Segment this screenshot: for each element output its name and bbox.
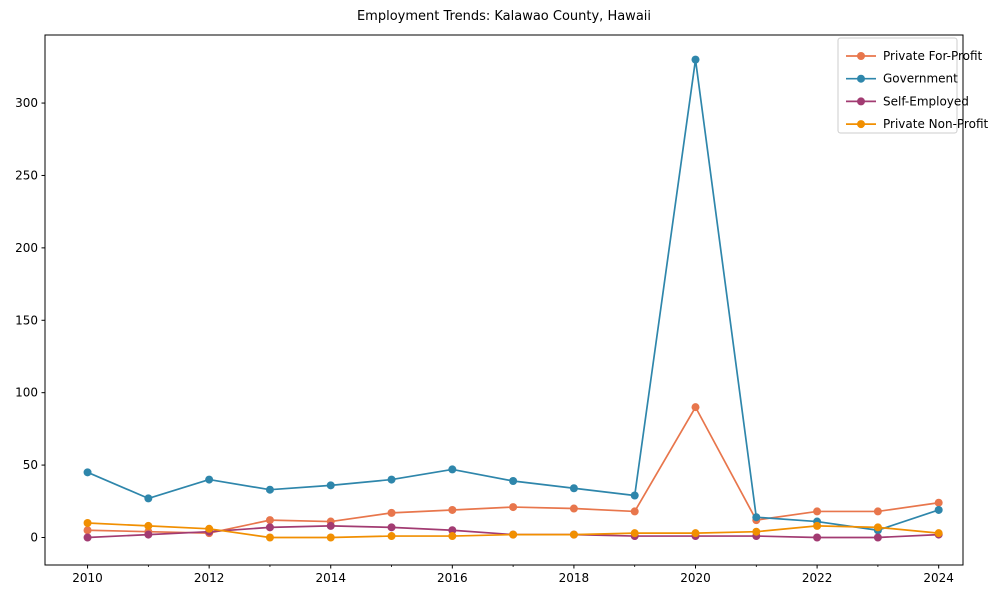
y-axis-tick-label: 150 [15, 313, 38, 327]
data-point-private-non-profit-2019 [630, 529, 639, 538]
data-point-self-employed-2023 [873, 533, 882, 542]
y-axis: 0 50 100 150 200 250 300 [15, 96, 45, 544]
data-point-private-non-profit-2015 [387, 532, 396, 541]
data-point-government-2011 [144, 494, 153, 503]
legend-marker-private-for-profit [857, 52, 865, 60]
legend-label-private-for-profit: Private For-Profit [883, 49, 983, 63]
chart-title: Employment Trends: Kalawao County, Hawai… [356, 9, 652, 24]
legend-label-government: Government [883, 72, 958, 86]
data-point-private-for-profit-2017 [509, 503, 518, 512]
data-point-self-employed-2022 [813, 533, 822, 542]
legend-marker-private-non-profit [857, 120, 865, 129]
y-axis-tick-label: 300 [15, 96, 38, 110]
data-point-self-employed-2014 [326, 521, 335, 530]
x-axis-tick-label: 2024 [923, 571, 954, 585]
data-point-private-non-profit-2016 [448, 532, 457, 541]
y-axis-tick-label: 200 [15, 241, 38, 255]
data-point-private-for-profit-2010 [83, 526, 92, 535]
data-point-private-for-profit-2023 [873, 507, 882, 516]
data-point-private-non-profit-2011 [144, 521, 153, 530]
x-axis-tick-label: 2018 [559, 571, 590, 585]
data-point-government-2016 [448, 465, 457, 474]
x-axis-tick-label: 2012 [194, 571, 225, 585]
data-point-private-for-profit-2013 [265, 516, 274, 525]
data-point-private-non-profit-2014 [326, 533, 335, 542]
plot-area-spines [44, 34, 964, 566]
data-point-private-for-profit-2024 [934, 498, 943, 507]
x-axis-tick-label: 2010 [72, 571, 103, 585]
legend: Private For-Profit Government Self-Employe… [837, 37, 989, 134]
y-axis-tick-label: 0 [30, 530, 38, 544]
data-point-private-for-profit-2016 [448, 505, 457, 514]
data-point-private-non-profit-2010 [83, 519, 92, 528]
legend-item-private-non-profit: Private Non-Profit [846, 117, 989, 131]
y-axis-tick-label: 250 [15, 168, 38, 182]
data-point-private-non-profit-2022 [813, 521, 822, 530]
data-point-self-employed-2013 [265, 523, 274, 532]
data-point-private-for-profit-2019 [630, 507, 639, 516]
data-point-private-non-profit-2024 [934, 529, 943, 538]
data-point-government-2021 [752, 513, 761, 522]
data-point-government-2020 [691, 55, 700, 64]
x-axis-tick-label: 2016 [437, 571, 468, 585]
legend-item-government: Government [846, 72, 958, 86]
series-line-private-for-profit [86, 406, 940, 534]
y-axis-tick-label: 50 [23, 458, 38, 472]
x-axis-tick-label: 2022 [802, 571, 833, 585]
data-point-government-2024 [934, 505, 943, 514]
data-point-private-for-profit-2015 [387, 508, 396, 517]
series-line-government [86, 58, 940, 532]
data-point-government-2015 [387, 475, 396, 484]
x-axis-tick-label: 2020 [680, 571, 711, 585]
data-point-government-2018 [569, 484, 578, 493]
data-point-private-non-profit-2013 [265, 533, 274, 542]
data-point-private-non-profit-2012 [205, 524, 214, 533]
data-point-government-2012 [205, 475, 214, 484]
data-point-government-2019 [630, 491, 639, 500]
data-point-private-non-profit-2018 [569, 530, 578, 539]
x-axis-tick-label: 2014 [315, 571, 346, 585]
data-point-self-employed-2015 [387, 523, 396, 532]
data-point-private-non-profit-2020 [691, 529, 700, 538]
data-point-government-2010 [83, 468, 92, 477]
series-private-non-profit [83, 519, 943, 542]
data-point-private-non-profit-2023 [873, 523, 882, 532]
data-point-private-non-profit-2021 [752, 527, 761, 536]
data-point-private-for-profit-2018 [569, 504, 578, 513]
legend-marker-government [857, 74, 865, 83]
x-axis: 2010 2012 2014 2016 2018 2020 2022 2024 [72, 565, 954, 585]
legend-box [837, 37, 958, 134]
data-point-private-for-profit-2022 [813, 507, 822, 516]
data-point-self-employed-2010 [83, 533, 92, 542]
legend-label-self-employed: Self-Employed [883, 94, 969, 108]
data-point-government-2013 [265, 485, 274, 494]
data-point-government-2014 [326, 481, 335, 490]
data-point-self-employed-2016 [448, 526, 457, 535]
data-point-government-2017 [509, 477, 518, 486]
data-point-private-for-profit-2020 [691, 403, 700, 412]
series-private-for-profit [83, 403, 943, 538]
series-government [83, 55, 943, 535]
legend-item-self-employed: Self-Employed [846, 94, 969, 108]
y-axis-tick-label: 100 [15, 386, 38, 400]
legend-label-private-non-profit: Private Non-Profit [883, 117, 989, 131]
legend-item-private-for-profit: Private For-Profit [846, 49, 983, 63]
legend-marker-self-employed [857, 97, 865, 106]
data-point-self-employed-2011 [144, 530, 153, 539]
data-point-private-non-profit-2017 [509, 530, 518, 539]
